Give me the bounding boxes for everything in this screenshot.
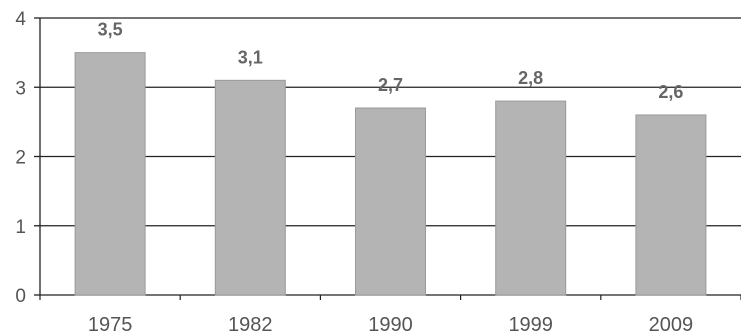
bar-2009 [635,114,707,296]
x-label-2009: 2009 [649,314,694,335]
x-label-1982: 1982 [228,314,273,335]
data-label-1990: 2,7 [378,75,403,95]
y-axis-ticks: 0 1 2 3 4 [15,9,40,307]
data-label-1999: 2,8 [518,68,543,88]
data-label-1975: 3,5 [98,20,123,40]
y-tick-label: 1 [15,217,26,238]
y-tick-label: 0 [15,286,26,307]
data-label-2009: 2,6 [658,82,683,102]
x-label-1975: 1975 [88,314,133,335]
x-axis-labels: 1975 1982 1990 1999 2009 [88,314,693,335]
y-tick-label: 4 [15,9,26,30]
bar-1982 [214,79,286,296]
bar-1990 [355,107,426,296]
data-labels: 3,5 3,1 2,7 2,8 2,6 [98,20,684,102]
bars [74,52,707,296]
y-tick-label: 3 [15,78,26,99]
bar-1999 [495,100,567,296]
x-label-1999: 1999 [508,314,553,335]
bar-1975 [74,52,146,296]
y-tick-label: 2 [15,148,26,169]
x-label-1990: 1990 [368,314,413,335]
data-label-1982: 3,1 [238,47,263,67]
